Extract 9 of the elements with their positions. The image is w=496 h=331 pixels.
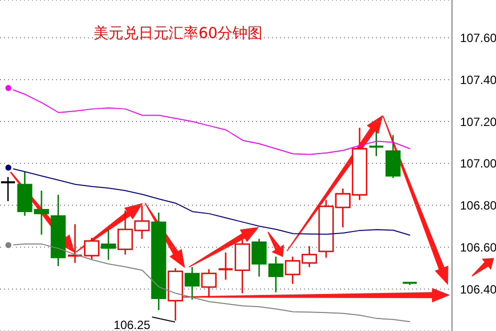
y-tick-label: 107.00 [460,156,496,171]
y-tick-label: 107.40 [460,72,496,87]
y-tick-label: 106.60 [460,240,496,254]
y-tick-label: 107.20 [460,114,496,129]
annotation: 106.25 [114,318,151,331]
y-tick-label: 106.80 [460,198,496,213]
y-tick-label: 106.40 [460,282,496,296]
y-tick-label: 107.60 [460,30,496,45]
text: 美元兑日元汇率60分钟图 [93,24,263,42]
